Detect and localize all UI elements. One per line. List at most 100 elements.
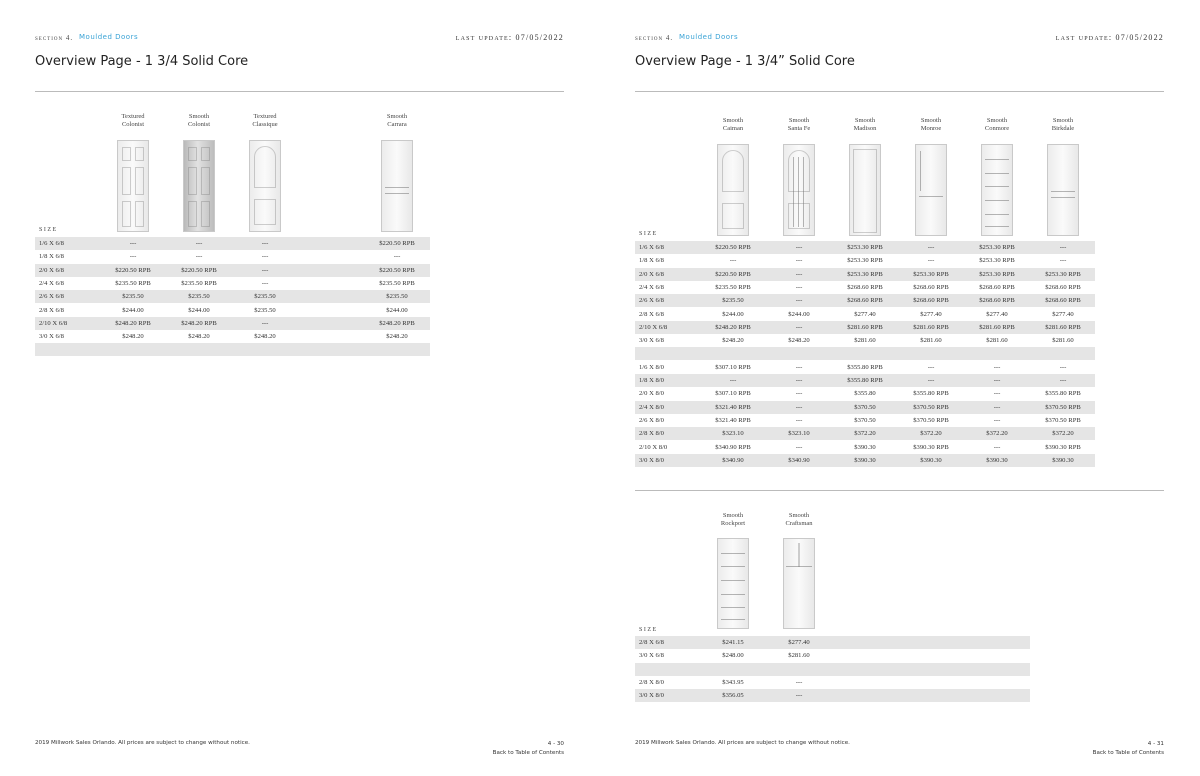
door-panel <box>201 201 210 227</box>
price-cell: --- <box>1059 244 1067 251</box>
price-cell: $220.50 RPB <box>379 240 415 247</box>
price-cell: $372.20 <box>920 430 942 438</box>
door-line <box>1051 196 1075 198</box>
size-cell: 2/6 X 6/8 <box>639 297 664 305</box>
column-name: Colonist <box>121 121 145 128</box>
price-cell: $321.40 RPB <box>715 416 751 424</box>
price-cell: $356.05 <box>722 692 744 700</box>
price-cell: $235.50 <box>722 297 744 305</box>
column-name: Smooth <box>1052 117 1074 124</box>
size-label: SIZE <box>639 231 658 237</box>
door-line <box>1051 191 1075 192</box>
price-cell: $253.30 RPB <box>913 270 949 278</box>
price-cell: $235.50 <box>386 293 408 301</box>
price-cell: $307.10 RPB <box>715 390 751 398</box>
door-line <box>721 566 745 568</box>
size-cell: 1/6 X 6/8 <box>39 240 64 247</box>
door-panel <box>188 201 197 227</box>
door-panel <box>122 167 131 195</box>
section-label: section 4. <box>635 34 674 42</box>
price-cell: $343.95 <box>722 678 744 686</box>
size-cell: 1/6 X 6/8 <box>639 244 664 251</box>
price-cell: --- <box>993 390 1001 398</box>
table-row <box>35 316 430 330</box>
price-cell: $268.60 RPB <box>913 283 949 291</box>
column-name: Smooth <box>386 113 408 120</box>
price-cell: $235.50 RPB <box>379 279 415 287</box>
price-cell: $235.50 RPB <box>115 279 151 287</box>
price-cell: $253.30 RPB <box>847 257 883 265</box>
price-cell: --- <box>129 240 137 247</box>
price-cell: --- <box>1059 377 1067 384</box>
door-line <box>920 151 921 191</box>
door-line <box>985 214 1009 215</box>
price-cell: $355.80 RPB <box>847 377 883 384</box>
price-cell: $253.30 RPB <box>979 244 1015 251</box>
price-cell: --- <box>795 297 803 305</box>
size-cell: 2/10 X 6/8 <box>39 319 68 327</box>
price-cell: --- <box>993 377 1001 384</box>
price-cell: $248.20 <box>188 333 210 341</box>
table-row <box>35 237 430 250</box>
size-cell: 3/0 X 6/8 <box>639 337 664 345</box>
door <box>783 144 815 236</box>
price-cell: --- <box>795 270 803 278</box>
price-cell: $244.00 <box>122 306 144 314</box>
door-line <box>985 172 1009 174</box>
rule <box>635 490 1164 491</box>
column-name: Birkdale <box>1051 125 1075 132</box>
table-row <box>635 267 1095 281</box>
price-cell: --- <box>993 443 1001 451</box>
size-cell: 2/0 X 6/8 <box>39 266 64 274</box>
door <box>249 140 281 232</box>
price-cell: --- <box>795 692 803 700</box>
size-cell: 2/4 X 8/0 <box>639 403 664 411</box>
price-cell: --- <box>795 678 803 686</box>
column-name: Smooth <box>986 117 1008 124</box>
door-panel <box>188 147 197 161</box>
price-cell: --- <box>393 253 401 261</box>
door-line <box>786 566 812 568</box>
price-cell: $281.60 RPB <box>847 323 883 331</box>
price-cell: $390.30 <box>986 456 1008 464</box>
page-number: 4 - 30 <box>547 741 564 747</box>
column-name: Santa Fe <box>787 125 811 132</box>
door-line <box>798 157 799 227</box>
price-cell: $307.10 RPB <box>715 363 751 371</box>
price-cell: $370.50 RPB <box>1045 416 1081 424</box>
price-cell: $281.60 RPB <box>979 323 1015 331</box>
toc-link[interactable]: Back to Table of Contents <box>492 750 564 756</box>
price-cell: --- <box>1059 257 1067 265</box>
door-panel <box>135 201 144 227</box>
column-name: Smooth <box>854 117 876 124</box>
size-cell: 2/8 X 6/8 <box>39 306 64 314</box>
price-cell: --- <box>993 363 1001 371</box>
size-cell: 2/0 X 8/0 <box>639 390 664 398</box>
price-cell: --- <box>195 240 203 247</box>
price-cell: $281.60 <box>920 337 942 345</box>
price-cell: $370.50 <box>854 416 876 424</box>
price-cell: $370.50 <box>854 403 876 411</box>
price-cell: $277.40 <box>1052 310 1074 318</box>
price-cell: --- <box>195 253 203 261</box>
price-cell: --- <box>261 240 269 247</box>
price-cell: $253.30 RPB <box>979 257 1015 265</box>
price-cell: --- <box>795 363 803 371</box>
price-cell: $370.50 RPB <box>913 403 949 411</box>
column-name: Textured <box>121 113 145 120</box>
size-label: SIZE <box>39 227 58 233</box>
price-cell: $248.20 <box>386 333 408 341</box>
size-cell: 2/8 X 8/0 <box>639 430 664 438</box>
price-cell: $277.40 <box>986 310 1008 318</box>
table-row <box>35 290 430 304</box>
price-cell: --- <box>729 377 737 384</box>
door-panel <box>135 147 144 161</box>
door-line <box>721 552 745 554</box>
door-panel <box>788 203 810 229</box>
door-panel <box>722 203 744 229</box>
size-cell: 2/8 X 6/8 <box>639 310 664 318</box>
column-name: Smooth <box>722 512 744 519</box>
price-cell: $372.20 <box>986 430 1008 438</box>
toc-link[interactable]: Back to Table of Contents <box>1092 750 1164 756</box>
door <box>783 538 815 629</box>
